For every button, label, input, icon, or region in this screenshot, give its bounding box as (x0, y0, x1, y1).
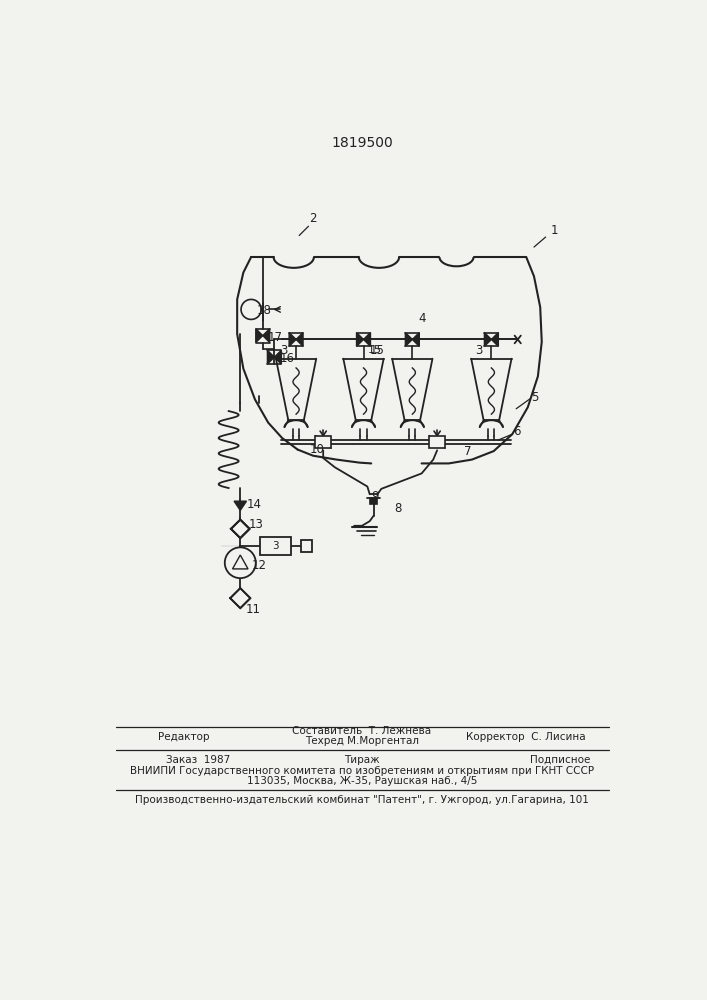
Polygon shape (274, 350, 281, 364)
Text: Техред М.Моргентал: Техред М.Моргентал (305, 736, 419, 746)
Text: 5: 5 (531, 391, 539, 404)
Polygon shape (263, 329, 270, 343)
Polygon shape (363, 333, 370, 346)
Text: 8: 8 (395, 502, 402, 515)
Bar (259, 537, 291, 555)
Polygon shape (234, 501, 247, 510)
Text: 3: 3 (271, 541, 279, 551)
Circle shape (241, 299, 261, 319)
Text: 1819500: 1819500 (331, 136, 393, 150)
Polygon shape (256, 329, 263, 343)
Text: Корректор  С. Лисина: Корректор С. Лисина (467, 732, 586, 742)
Text: 10: 10 (310, 443, 325, 456)
Text: Подписное: Подписное (530, 755, 590, 765)
Bar (429, 436, 445, 448)
Text: 12: 12 (252, 559, 267, 572)
Text: 14: 14 (247, 498, 262, 511)
Polygon shape (356, 333, 363, 346)
Text: 15: 15 (368, 345, 381, 355)
Text: 3: 3 (280, 344, 287, 357)
Text: 113035, Москва, Ж-35, Раушская наб., 4/5: 113035, Москва, Ж-35, Раушская наб., 4/5 (247, 776, 477, 786)
Text: 6: 6 (513, 425, 520, 438)
Text: Тираж: Тираж (344, 755, 380, 765)
Polygon shape (484, 333, 491, 346)
Text: Редактор: Редактор (158, 732, 209, 742)
Text: 2: 2 (310, 212, 317, 225)
Circle shape (225, 547, 256, 578)
Text: 1: 1 (550, 224, 558, 237)
Polygon shape (296, 333, 303, 346)
Text: Производственно-издательский комбинат "Патент", г. Ужгород, ул.Гагарина, 101: Производственно-издательский комбинат "П… (135, 795, 589, 805)
Bar (370, 498, 378, 504)
Polygon shape (230, 588, 250, 608)
Polygon shape (231, 520, 250, 538)
Polygon shape (267, 350, 274, 364)
Polygon shape (233, 555, 248, 569)
Text: 3: 3 (475, 344, 483, 357)
Text: 16: 16 (279, 352, 294, 365)
Text: 13: 13 (248, 518, 263, 531)
Text: 18: 18 (257, 304, 271, 317)
Polygon shape (289, 333, 296, 346)
Text: 4: 4 (418, 312, 426, 325)
Text: 11: 11 (245, 603, 260, 616)
Polygon shape (405, 333, 412, 346)
Polygon shape (412, 333, 419, 346)
Polygon shape (491, 333, 498, 346)
Text: 15: 15 (369, 344, 384, 357)
Text: ВНИИПИ Государственного комитета по изобретениям и открытиям при ГКНТ СССР: ВНИИПИ Государственного комитета по изоб… (130, 766, 594, 776)
Text: Составитель  Т. Лежнева: Составитель Т. Лежнева (293, 726, 431, 736)
Text: 9: 9 (371, 490, 379, 503)
Text: 17: 17 (268, 331, 283, 344)
Bar (315, 436, 331, 448)
Text: Заказ  1987: Заказ 1987 (166, 755, 230, 765)
Bar (300, 540, 312, 552)
Text: 7: 7 (464, 445, 472, 458)
